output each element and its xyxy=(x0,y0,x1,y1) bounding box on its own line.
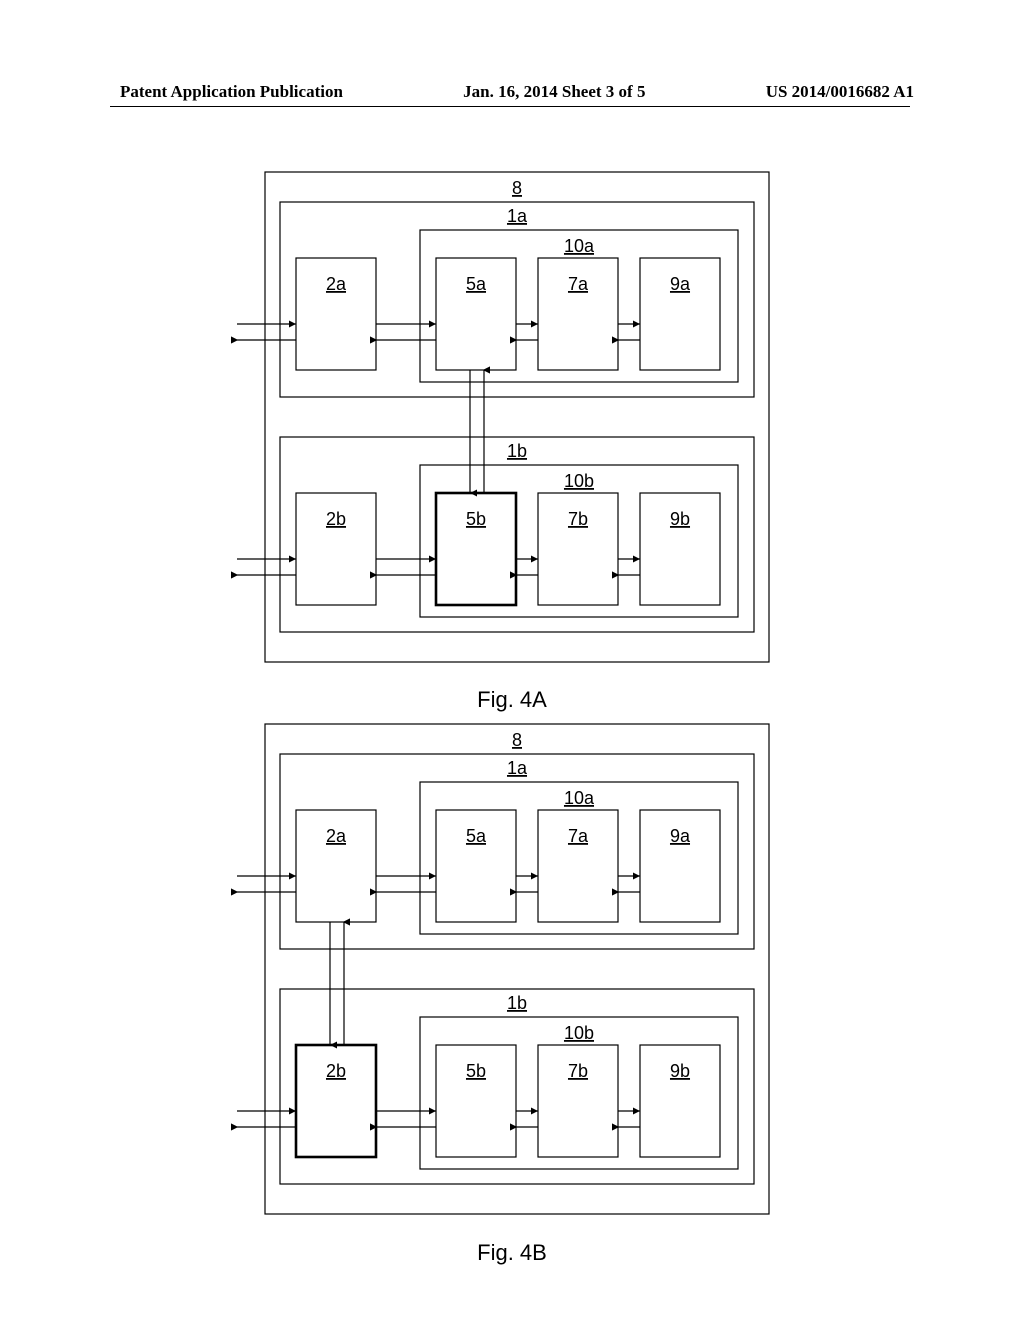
page: Patent Application Publication Jan. 16, … xyxy=(0,0,1024,1320)
svg-text:1a: 1a xyxy=(507,206,528,226)
svg-text:8: 8 xyxy=(512,730,522,750)
svg-text:8: 8 xyxy=(512,178,522,198)
diagram-svg: 8 1a 2a 10a 5a 7a 9a 1b 2b 10b 5b 7b 9b 8 1a 2a 10a 5a 7a 9… xyxy=(0,0,1024,1320)
svg-text:5b: 5b xyxy=(466,1061,486,1081)
svg-text:1b: 1b xyxy=(507,993,527,1013)
fig-4b-caption: Fig. 4B xyxy=(0,1240,1024,1266)
svg-text:2a: 2a xyxy=(326,274,347,294)
svg-text:9b: 9b xyxy=(670,1061,690,1081)
svg-text:10b: 10b xyxy=(564,471,594,491)
svg-text:7b: 7b xyxy=(568,1061,588,1081)
svg-text:10b: 10b xyxy=(564,1023,594,1043)
svg-text:10a: 10a xyxy=(564,236,595,256)
svg-text:2b: 2b xyxy=(326,1061,346,1081)
fig-4a-caption: Fig. 4A xyxy=(0,687,1024,713)
svg-text:2b: 2b xyxy=(326,509,346,529)
svg-text:9b: 9b xyxy=(670,509,690,529)
svg-text:7a: 7a xyxy=(568,826,589,846)
svg-text:1a: 1a xyxy=(507,758,528,778)
svg-text:9a: 9a xyxy=(670,826,691,846)
svg-text:10a: 10a xyxy=(564,788,595,808)
svg-text:1b: 1b xyxy=(507,441,527,461)
svg-text:9a: 9a xyxy=(670,274,691,294)
svg-text:5b: 5b xyxy=(466,509,486,529)
svg-text:7b: 7b xyxy=(568,509,588,529)
svg-text:5a: 5a xyxy=(466,826,487,846)
svg-text:7a: 7a xyxy=(568,274,589,294)
svg-text:5a: 5a xyxy=(466,274,487,294)
svg-text:2a: 2a xyxy=(326,826,347,846)
